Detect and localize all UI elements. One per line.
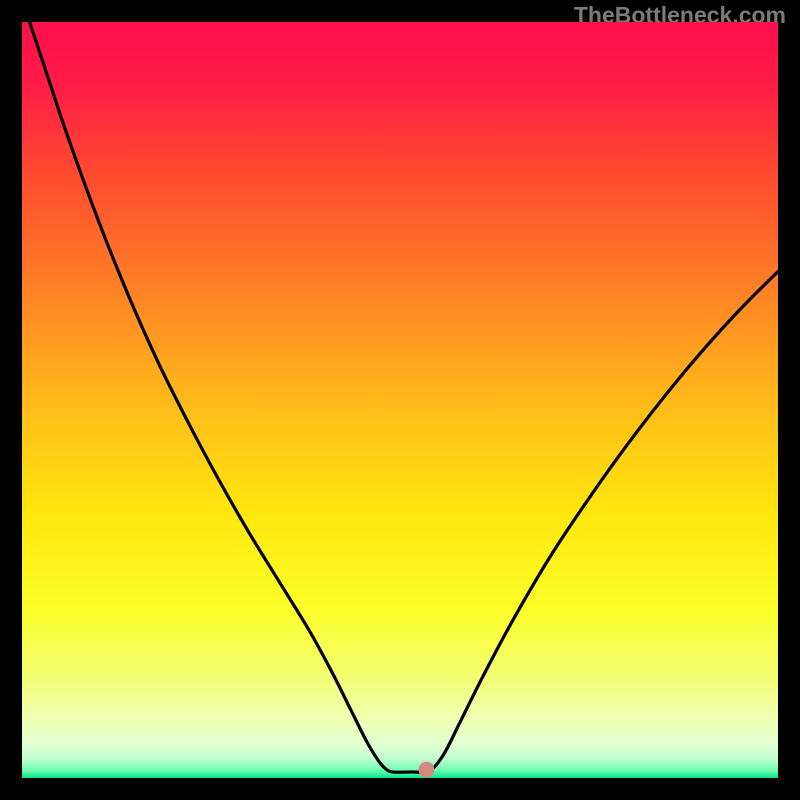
chart-background <box>22 22 778 778</box>
optimal-point-marker <box>419 762 434 777</box>
bottleneck-chart <box>22 22 778 778</box>
